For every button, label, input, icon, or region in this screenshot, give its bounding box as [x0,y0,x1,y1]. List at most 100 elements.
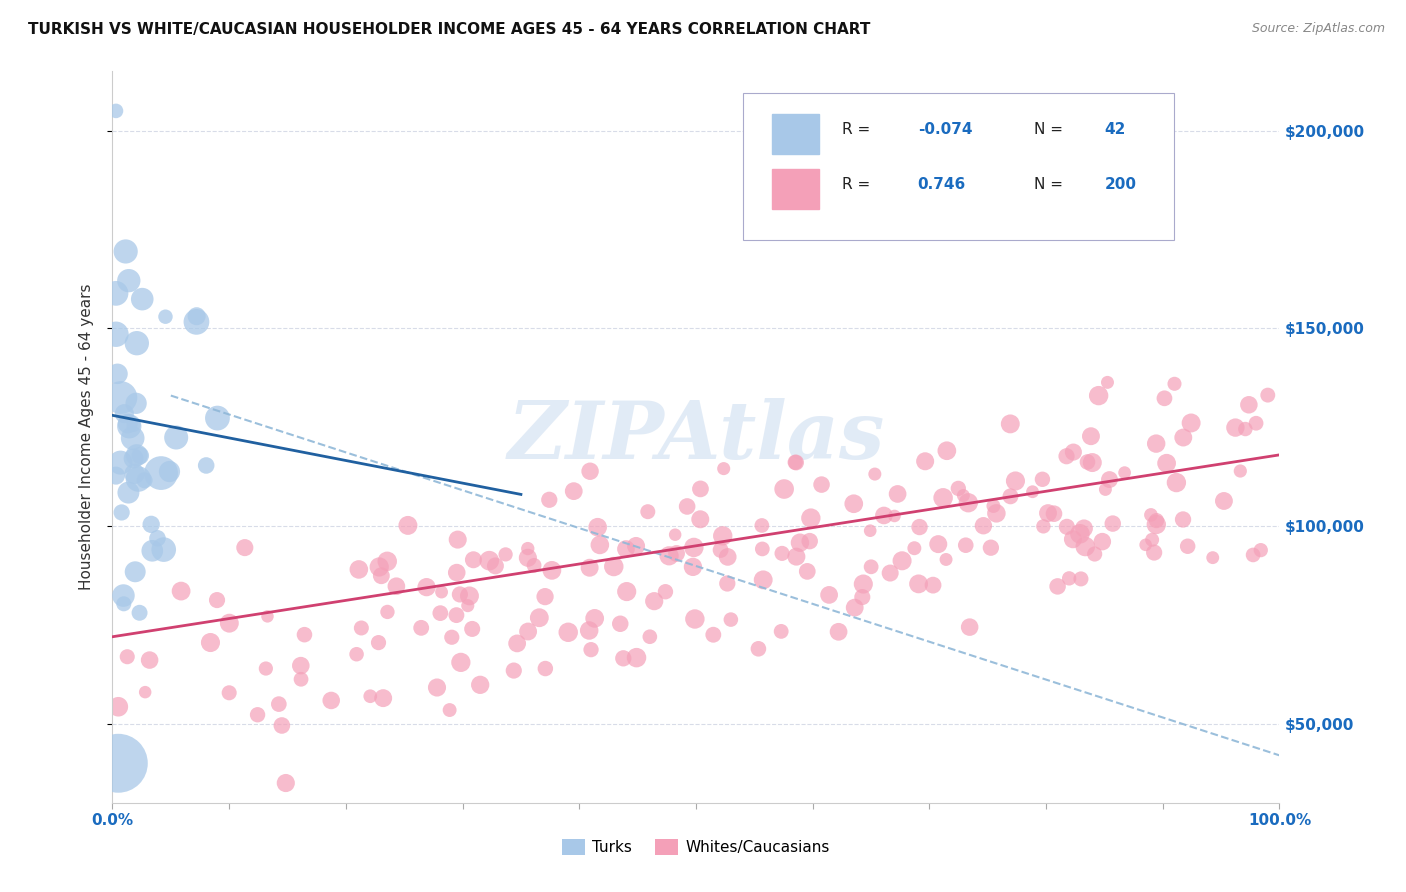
Point [747,641,769,656]
Text: -0.074: -0.074 [918,122,972,137]
Point [506,636,529,650]
Point [1166,475,1188,490]
Point [534,661,557,675]
Text: 0.746: 0.746 [918,178,966,193]
Point [125,448,148,462]
Point [385,579,408,593]
Point [1021,484,1043,499]
Point [578,560,600,574]
Point [1250,543,1272,558]
Point [799,534,821,549]
Point [446,608,468,623]
Point [458,589,481,603]
Point [1140,508,1163,522]
Point [439,703,461,717]
Text: Source: ZipAtlas.com: Source: ZipAtlas.com [1251,22,1385,36]
Point [863,467,886,481]
Point [440,630,463,644]
Point [879,566,901,580]
Point [111,505,134,519]
Point [710,543,733,558]
Point [665,546,688,560]
Point [290,658,312,673]
Bar [772,169,818,209]
Point [800,511,823,525]
Point [1094,483,1116,497]
Point [948,482,970,496]
Point [541,563,564,577]
Text: ZIPAtlas: ZIPAtlas [508,399,884,475]
Point [165,430,187,444]
Point [643,594,665,608]
Point [125,336,148,351]
Point [720,613,742,627]
Point [683,541,706,555]
Point [415,580,437,594]
Point [470,678,492,692]
Point [127,472,149,486]
Point [321,693,343,707]
Point [609,616,631,631]
Point [891,554,914,568]
Point [122,417,145,432]
Point [529,611,551,625]
Point [270,718,292,732]
Point [538,492,561,507]
Point [186,309,208,323]
Point [818,588,841,602]
Point [1098,473,1121,487]
Point [827,624,849,639]
Point [170,584,193,599]
Point [129,449,152,463]
FancyBboxPatch shape [742,94,1174,240]
Point [463,553,485,567]
Point [922,578,945,592]
Point [426,681,449,695]
Point [218,616,240,631]
Point [908,520,931,534]
Text: 42: 42 [1105,122,1126,137]
Point [980,541,1002,555]
Point [368,560,391,574]
Point [124,467,146,481]
Point [1143,545,1166,559]
Point [205,593,228,607]
Point [516,550,538,565]
Point [112,589,135,603]
Point [346,647,368,661]
Point [122,451,145,466]
Point [1000,489,1022,503]
Point [457,599,479,613]
Point [104,468,127,483]
Point [886,487,908,501]
Point [589,538,612,552]
Point [603,559,626,574]
Point [124,565,146,579]
Text: R =: R = [842,178,875,193]
Point [495,548,517,562]
Point [429,606,451,620]
Point [1056,449,1078,463]
Point [1257,388,1279,402]
Point [107,699,129,714]
Point [986,506,1008,520]
Point [638,630,661,644]
Point [1180,416,1202,430]
Point [932,491,955,505]
Point [141,517,163,532]
Point [1073,521,1095,535]
Point [1144,436,1167,450]
Point [125,396,148,410]
Point [1241,548,1264,562]
Point [1081,456,1104,470]
Point [430,585,453,599]
Point [842,497,865,511]
Point [689,482,711,496]
Point [1087,389,1109,403]
Point [1004,474,1026,488]
Point [121,431,143,445]
Point [134,685,156,699]
Point [1173,431,1195,445]
Point [1046,579,1069,593]
Point [796,565,818,579]
